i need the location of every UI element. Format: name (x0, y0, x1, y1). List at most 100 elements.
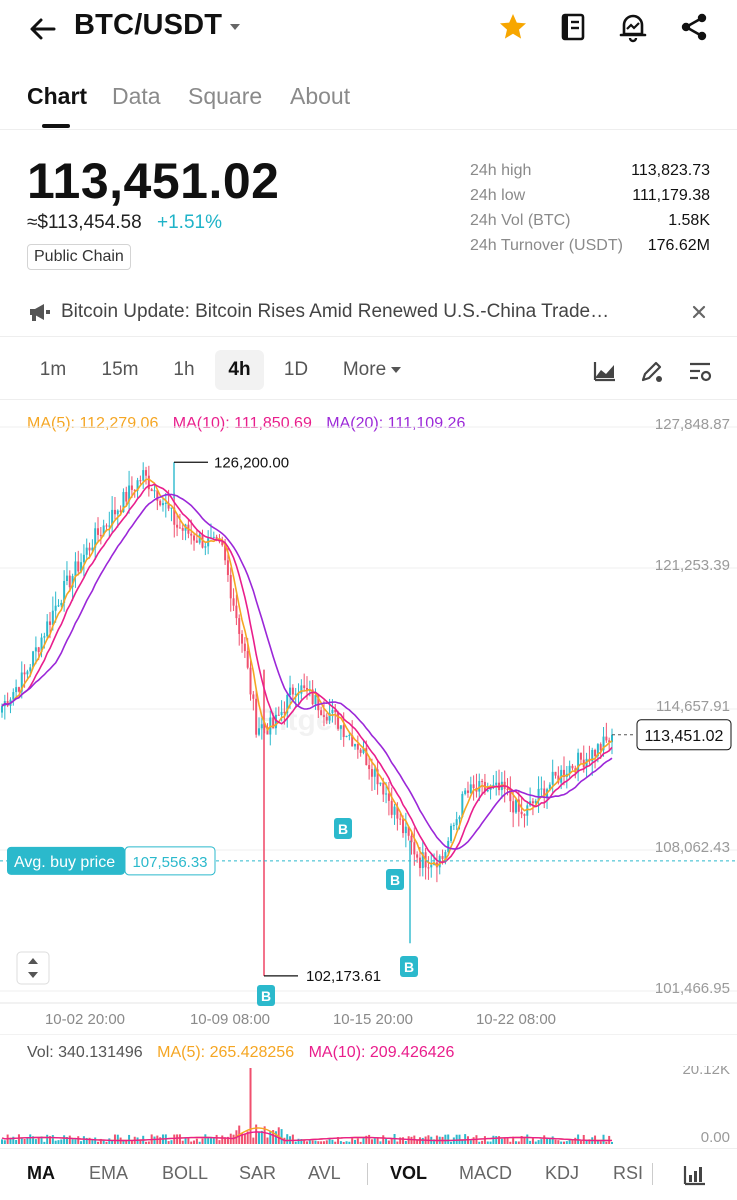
indicator-ema[interactable]: EMA (89, 1163, 129, 1183)
interval-1d[interactable]: 1D (283, 359, 309, 380)
pair-title[interactable]: BTC/USDT (74, 9, 223, 41)
category-badge[interactable]: Public Chain (27, 244, 131, 270)
kline-chart-area[interactable]: MA(5): 112,279.06 MA(10): 111,850.69 MA(… (0, 405, 737, 1035)
candle-body (387, 793, 390, 801)
high-marker-label: 126,200.00 (214, 454, 289, 471)
interval-1m[interactable]: 1m (39, 359, 67, 380)
volume-bar (82, 1136, 85, 1144)
volume-bar (130, 1140, 133, 1144)
kline-chart[interactable]: 127,848.87 121,253.39 114,657.91 108,062.43… (0, 405, 737, 1035)
candle-body (51, 610, 54, 625)
tab-about[interactable]: About (290, 83, 351, 109)
candle-body (399, 818, 402, 820)
volume-bar (560, 1141, 563, 1144)
drawing-tools-icon[interactable] (638, 358, 666, 386)
candle-body (195, 540, 198, 543)
candle-body (320, 710, 323, 716)
volume-bar (402, 1137, 405, 1144)
chart-settings-icon[interactable] (686, 358, 714, 386)
volume-bar (588, 1139, 591, 1144)
candle-body (325, 716, 328, 721)
volume-bar (77, 1136, 80, 1144)
indicator-avl[interactable]: AVL (308, 1163, 341, 1183)
stat-value: 176.62M (647, 237, 710, 254)
volume-bar (102, 1139, 105, 1144)
back-arrow-icon[interactable] (26, 12, 60, 46)
interval-more[interactable]: More (336, 350, 408, 390)
indicator-kdj[interactable]: KDJ (545, 1163, 580, 1183)
volume-bar (376, 1137, 379, 1144)
candle-body (328, 713, 331, 721)
resize-handle[interactable] (16, 951, 50, 985)
candle-body (317, 695, 320, 711)
candle-body (520, 811, 523, 815)
buy-marker[interactable] (400, 956, 418, 977)
close-icon[interactable] (688, 301, 710, 323)
volume-bar (204, 1134, 207, 1144)
news-banner[interactable]: Bitcoin Update: Bitcoin Rises Amid Renew… (0, 290, 737, 337)
indicator-settings-icon[interactable] (682, 1162, 708, 1188)
star-icon[interactable] (496, 10, 530, 44)
tab-square[interactable]: Square (188, 83, 263, 109)
volume-bar (433, 1139, 436, 1144)
volume-chart[interactable]: 20.12K 0.00 (0, 1066, 737, 1146)
candle-body (602, 736, 605, 751)
candle-body (596, 744, 599, 756)
volume-bar (399, 1137, 402, 1144)
volume-bar (526, 1134, 529, 1144)
volume-bar (108, 1138, 111, 1144)
interval-1h[interactable]: 1h (173, 359, 195, 380)
tab-chart[interactable]: Chart (27, 83, 88, 109)
volume-bar (116, 1134, 119, 1144)
indicator-boll[interactable]: BOLL (162, 1163, 209, 1183)
buy-marker[interactable] (257, 985, 275, 1006)
volume-bar (201, 1138, 204, 1144)
notebook-icon[interactable] (556, 10, 590, 44)
indicator-macd[interactable]: MACD (459, 1163, 512, 1183)
avg-buy-tag[interactable] (7, 846, 125, 875)
indicator-ma[interactable]: MA (27, 1163, 55, 1183)
candle-body (481, 781, 484, 783)
chart-type-icon[interactable] (591, 358, 619, 386)
candle-body (331, 709, 334, 714)
volume-bar (257, 1131, 260, 1144)
x-tick-label: 10-15 20:00 (333, 1011, 413, 1028)
news-headline[interactable]: Bitcoin Update: Bitcoin Rises Amid Renew… (61, 301, 610, 322)
indicator-sar[interactable]: SAR (239, 1163, 277, 1183)
candle-body (568, 765, 571, 774)
candle-body (142, 470, 145, 481)
candle-body (102, 525, 105, 536)
candle-body (178, 527, 181, 529)
volume-bar (308, 1139, 311, 1144)
volume-bar (529, 1140, 532, 1144)
indicator-rsi[interactable]: RSI (613, 1163, 644, 1183)
volume-bar (221, 1135, 224, 1144)
candle-body (23, 672, 26, 675)
volume-bar (416, 1139, 419, 1144)
share-icon[interactable] (677, 10, 711, 44)
buy-marker[interactable] (386, 869, 404, 890)
volume-bar (94, 1137, 97, 1144)
candle-body (526, 805, 529, 816)
volume-bar (178, 1134, 181, 1144)
volume-bar (306, 1141, 308, 1144)
buy-marker[interactable] (334, 818, 352, 839)
stat-label: 24h Vol (BTC) (470, 212, 571, 229)
candle-body (427, 867, 430, 869)
indicator-vol[interactable]: VOL (390, 1163, 428, 1183)
tab-data[interactable]: Data (112, 83, 161, 109)
interval-15m[interactable]: 15m (101, 359, 139, 380)
volume-bar (489, 1141, 492, 1144)
candle-body (255, 698, 258, 735)
caret-down-icon[interactable] (226, 18, 244, 36)
candle-body (286, 694, 289, 714)
interval-4h[interactable]: 4h (215, 350, 264, 390)
candle-body (91, 547, 94, 551)
volume-bar (447, 1134, 450, 1144)
price-alert-icon[interactable] (616, 10, 650, 44)
candle-body (113, 509, 116, 515)
candle-body (249, 667, 252, 695)
stat-label: 24h low (470, 187, 526, 204)
volume-bar (328, 1138, 331, 1144)
candle-body (351, 735, 354, 747)
